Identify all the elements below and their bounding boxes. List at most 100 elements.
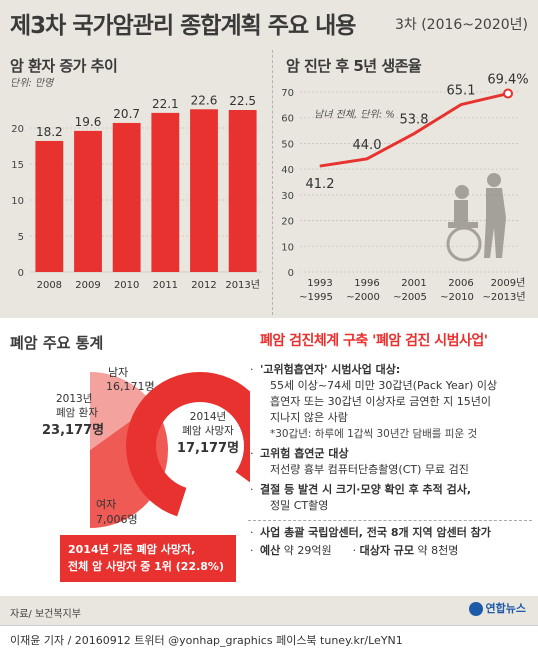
bar-y-tick: 0 <box>18 268 24 279</box>
bar-unit-label: 단위: 만명 <box>10 77 55 89</box>
callout-line-2: 전체 암 사망자 중 1위 (22.8%) <box>68 560 224 573</box>
bar-mark <box>74 130 102 272</box>
item-head: 고위험 흡연군 대상 <box>260 447 349 460</box>
line-point <box>503 88 513 99</box>
lung-stats-title: 폐암 주요 통계 <box>10 334 104 352</box>
item-head: '고위험흡연자' 시범사업 대상: <box>260 363 401 376</box>
line-value-label: 44.0 <box>353 138 382 153</box>
donut-ring <box>125 372 250 517</box>
slice-value-label: 7,006명 <box>96 513 138 526</box>
section-divider <box>272 50 273 315</box>
patient-body-icon <box>454 200 468 224</box>
bar-value-label: 22.1 <box>152 97 179 111</box>
bullet-icon: · <box>250 526 254 539</box>
bar-x-tick: 2008 <box>37 280 62 291</box>
bar-x-tick: 2009 <box>75 280 100 291</box>
bar-value-label: 19.6 <box>75 115 102 129</box>
donut-name-label: 2014년 <box>190 411 226 423</box>
item-line: 55세 이상~74세 미만 30갑년(Pack Year) 이상 <box>270 379 498 392</box>
pie-total-label: 23,177명 <box>42 422 104 438</box>
pie-name-label: 폐암 환자 <box>56 407 98 419</box>
line-value-label: 53.8 <box>400 113 429 128</box>
line-y-tick: 0 <box>288 268 294 279</box>
bar-chart-title: 암 환자 증가 추이 <box>10 57 118 75</box>
bar-y-tick: 15 <box>11 160 24 171</box>
line-value-label: 65.1 <box>447 84 476 99</box>
period-label: 3차 (2016~2020년) <box>394 17 528 33</box>
line-x-tick: 2009년 <box>491 277 526 289</box>
item-line: 정밀 CT촬영 <box>270 499 329 512</box>
slice-value-label: 16,171명 <box>106 380 155 393</box>
credit-line: 이재윤 기자 / 20160912 트위터 @yonhap_graphics 페… <box>0 625 538 652</box>
bullet-icon: · <box>250 447 254 460</box>
line-x-tick: 1993 <box>307 278 332 289</box>
caregiver-head-icon <box>487 173 501 187</box>
line-x-tick: ~2013년 <box>482 291 525 303</box>
line-y-tick: 70 <box>281 88 294 99</box>
item-line: 저선량 흉부 컴퓨터단층촬영(CT) 무료 검진 <box>270 463 469 476</box>
bar-value-label: 22.5 <box>229 94 256 108</box>
bar-chart: 단위: 만명 0 5 10 15 20 18.2 2008 19.6 2009 20.7 2010 22… <box>10 77 262 291</box>
page-title: 제3차 국가암관리 종합계획 주요 내용 <box>10 13 356 39</box>
line-y-tick: 60 <box>281 114 294 125</box>
bar-mark <box>151 112 180 272</box>
screening-item: · 고위험 흡연군 대상 <box>248 446 532 462</box>
item-head: 결절 등 발견 시 크기·모양 확인 후 추적 검사, <box>260 483 472 496</box>
line-value-label: 41.2 <box>306 177 335 192</box>
item-line: 지나지 않은 사람 <box>270 411 348 424</box>
line-chart-title: 암 진단 후 5년 생존율 <box>286 57 422 75</box>
line-series <box>319 92 509 168</box>
bullet-icon: · <box>250 544 254 557</box>
bar-y-tick: 10 <box>11 196 24 207</box>
bar-mark <box>228 110 257 272</box>
bullet-icon: · <box>352 544 357 557</box>
line-y-tick: 30 <box>281 191 294 202</box>
line-y-tick: 20 <box>281 217 294 228</box>
seat-icon <box>448 222 478 228</box>
callout-line-1: 2014년 기준 폐암 사망자, <box>68 543 196 556</box>
donut-total-label: 17,177명 <box>177 440 239 456</box>
slice-label: 남자 <box>108 366 128 379</box>
bar-value-label: 18.2 <box>36 125 63 139</box>
target-label: 대상자 규모 <box>359 544 415 557</box>
screening-item: · 결절 등 발견 시 크기·모양 확인 후 추적 검사, <box>248 482 532 498</box>
slice-label: 여자 <box>96 498 116 511</box>
item-note: *30갑년: 하루에 1갑씩 30년간 담배를 피운 것 <box>270 428 478 440</box>
line-y-tick: 10 <box>281 242 294 253</box>
target-value: 약 8천명 <box>417 544 459 557</box>
bar-mark <box>190 109 218 272</box>
caregiver-body-icon <box>484 188 506 258</box>
bar-y-tick: 5 <box>18 232 24 243</box>
bar-value-label: 20.7 <box>113 107 140 121</box>
bar-x-tick: 2011 <box>153 280 178 291</box>
patient-head-icon <box>455 185 469 199</box>
footer-text-1: 사업 총괄 국립암센터, 전국 8개 지역 암센터 참가 <box>260 526 491 539</box>
pie-slice <box>90 372 154 450</box>
screening-footer-2: · 예산 약 29억원 · 대상자 규모 약 8천명 <box>248 543 532 559</box>
wheelchair-illustration <box>446 173 506 262</box>
budget-label: 예산 <box>260 544 281 557</box>
bar-value-label: 22.6 <box>191 93 218 107</box>
line-x-tick: 2001 <box>401 278 426 289</box>
line-x-tick: 2006 <box>448 278 473 289</box>
logo-text: 연합뉴스 <box>485 602 526 615</box>
screening-title: 폐암 검진체계 구축 '폐암 검진 시범사업' <box>260 333 488 349</box>
pie-name-label: 2013년 <box>56 393 92 405</box>
dashed-divider <box>248 520 532 521</box>
screening-list: · '고위험흡연자' 시범사업 대상: 55세 이상~74세 미만 30갑년(P… <box>248 362 532 559</box>
wheel-icon <box>446 226 482 262</box>
line-unit-label: 남녀 전체, 단위: % <box>314 109 395 121</box>
donut-name-label: 폐암 사망자 <box>182 425 234 437</box>
yonhap-logo: 연합뉴스 <box>468 600 526 616</box>
screening-item: · '고위험흡연자' 시범사업 대상: <box>248 362 532 378</box>
bullet-icon: · <box>250 483 254 496</box>
bar-x-tick: 2010 <box>114 280 139 291</box>
screening-footer-1: · 사업 총괄 국립암센터, 전국 8개 지역 암센터 참가 <box>248 525 532 541</box>
line-x-tick: ~2000 <box>346 292 380 303</box>
line-value-label: 69.4% <box>487 73 528 88</box>
line-chart: 0 10 20 30 40 50 60 70 남녀 전체, 단위: % 41.2 1993 ~1995… <box>281 73 528 303</box>
bar-y-tick: 20 <box>11 124 24 135</box>
screening-panel: 폐암 검진체계 구축 '폐암 검진 시범사업' · '고위험흡연자' 시범사업 … <box>248 330 532 559</box>
line-y-tick: 40 <box>281 165 294 176</box>
